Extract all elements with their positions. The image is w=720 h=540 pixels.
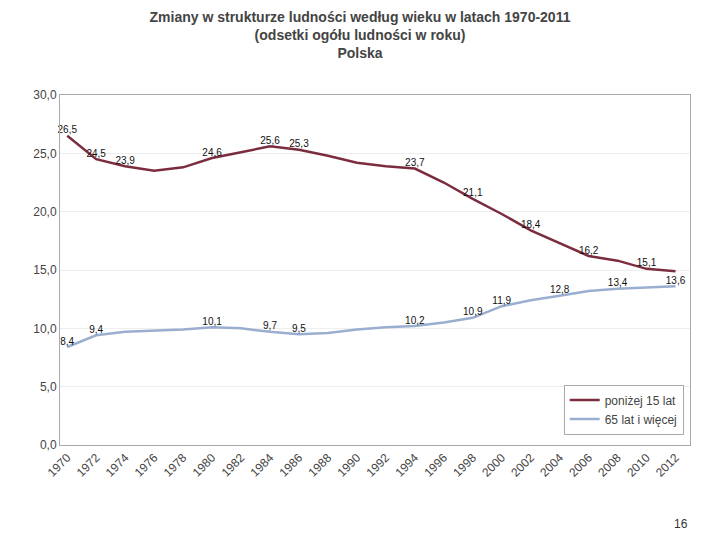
- svg-text:25,6: 25,6: [260, 135, 280, 146]
- svg-text:10,2: 10,2: [405, 315, 425, 326]
- svg-text:1984: 1984: [248, 451, 277, 480]
- svg-text:1978: 1978: [161, 451, 190, 480]
- svg-text:26,5: 26,5: [58, 124, 78, 135]
- svg-text:1972: 1972: [74, 451, 103, 480]
- svg-text:15,0: 15,0: [33, 263, 57, 277]
- svg-text:2012: 2012: [653, 451, 682, 480]
- svg-text:1982: 1982: [219, 451, 248, 480]
- svg-text:15,1: 15,1: [637, 257, 657, 268]
- svg-text:1992: 1992: [363, 451, 392, 480]
- svg-text:2008: 2008: [595, 451, 624, 480]
- svg-text:1996: 1996: [421, 451, 450, 480]
- svg-text:10,9: 10,9: [463, 306, 483, 317]
- svg-text:10,1: 10,1: [202, 316, 222, 327]
- svg-text:16,2: 16,2: [579, 245, 599, 256]
- svg-text:2006: 2006: [566, 451, 595, 480]
- svg-text:1994: 1994: [392, 451, 421, 480]
- svg-text:1970: 1970: [45, 451, 74, 480]
- svg-text:18,4: 18,4: [521, 219, 541, 230]
- svg-text:1988: 1988: [306, 451, 335, 480]
- svg-text:23,7: 23,7: [405, 157, 425, 168]
- svg-text:1980: 1980: [190, 451, 219, 480]
- svg-text:poniżej 15 lat: poniżej 15 lat: [605, 394, 676, 408]
- svg-text:16: 16: [674, 517, 688, 531]
- svg-text:Zmiany w strukturze ludności w: Zmiany w strukturze ludności według wiek…: [150, 9, 571, 61]
- svg-text:2002: 2002: [508, 451, 537, 480]
- svg-text:30,0: 30,0: [33, 88, 57, 102]
- svg-text:25,0: 25,0: [33, 147, 57, 161]
- svg-text:13,6: 13,6: [666, 275, 686, 286]
- svg-text:8,4: 8,4: [60, 336, 74, 347]
- svg-text:9,5: 9,5: [292, 323, 306, 334]
- svg-text:9,4: 9,4: [89, 324, 103, 335]
- svg-text:1998: 1998: [450, 451, 479, 480]
- svg-text:12,8: 12,8: [550, 284, 570, 295]
- svg-text:1976: 1976: [132, 451, 161, 480]
- svg-text:23,9: 23,9: [115, 155, 135, 166]
- svg-text:2000: 2000: [479, 451, 508, 480]
- svg-text:25,3: 25,3: [289, 138, 309, 149]
- svg-text:13,4: 13,4: [608, 277, 628, 288]
- svg-text:0,0: 0,0: [40, 438, 57, 452]
- svg-text:10,0: 10,0: [33, 322, 57, 336]
- svg-text:24,5: 24,5: [86, 148, 106, 159]
- svg-text:9,7: 9,7: [263, 320, 277, 331]
- svg-text:21,1: 21,1: [463, 187, 483, 198]
- svg-text:2004: 2004: [537, 451, 566, 480]
- svg-text:2010: 2010: [624, 451, 653, 480]
- svg-text:65 lat i więcej: 65 lat i więcej: [605, 413, 677, 427]
- svg-text:20,0: 20,0: [33, 205, 57, 219]
- svg-text:1974: 1974: [103, 451, 132, 480]
- svg-text:1986: 1986: [277, 451, 306, 480]
- svg-text:1990: 1990: [334, 451, 363, 480]
- svg-text:24,6: 24,6: [202, 147, 222, 158]
- svg-text:11,9: 11,9: [492, 295, 511, 306]
- svg-text:5,0: 5,0: [40, 380, 57, 394]
